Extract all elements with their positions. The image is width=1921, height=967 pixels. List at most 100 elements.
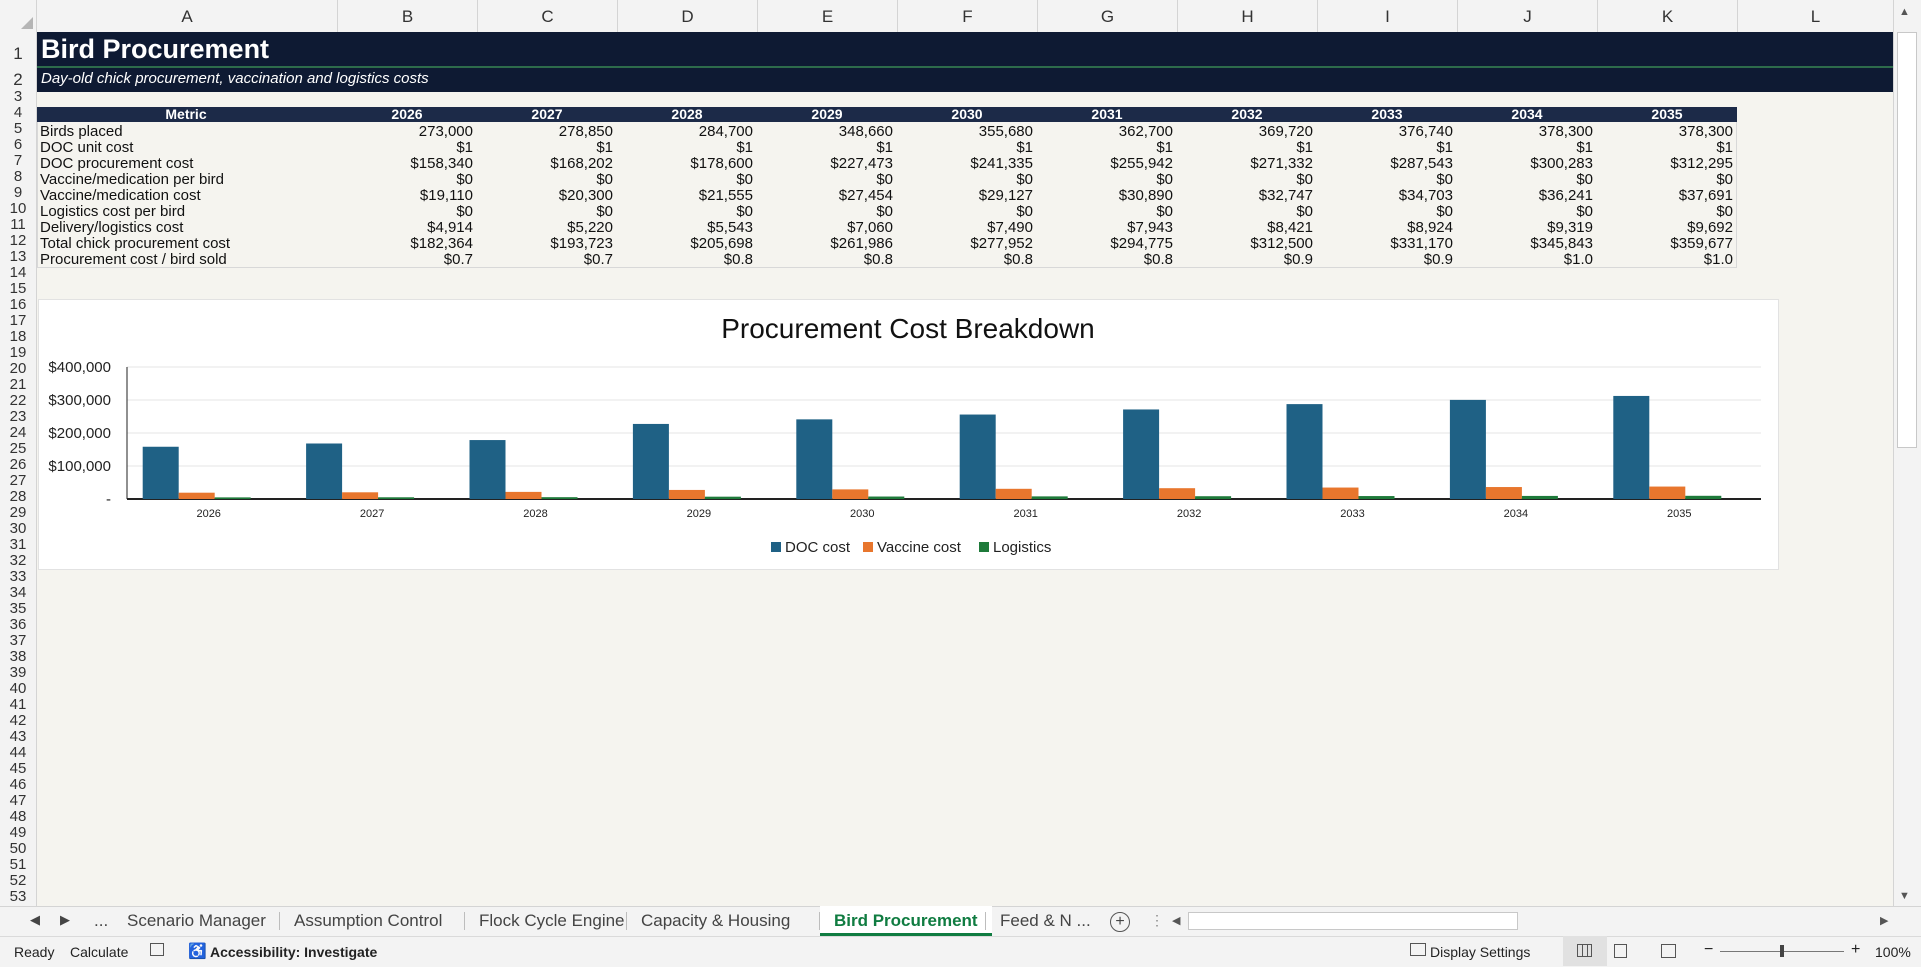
sheet-tab[interactable]: Capacity & Housing [641,911,791,930]
row-header-13[interactable]: 13 [9,248,27,265]
row-header-31[interactable]: 31 [9,536,27,553]
row-header-35[interactable]: 35 [9,600,27,617]
row-header-26[interactable]: 26 [9,456,27,473]
add-sheet-icon[interactable]: + [1110,912,1130,932]
select-all-corner[interactable] [0,0,37,32]
row-header-32[interactable]: 32 [9,552,27,569]
sheet-tab[interactable]: Feed & N ... [1000,911,1091,930]
zoom-out-button[interactable]: − [1704,941,1714,958]
row-header-52[interactable]: 52 [9,872,27,889]
row-header-1[interactable]: 1 [13,44,23,63]
row-header-39[interactable]: 39 [9,664,27,681]
row-header-50[interactable]: 50 [9,840,27,857]
vertical-scroll-thumb[interactable] [1897,32,1917,448]
zoom-slider-thumb[interactable] [1780,945,1784,957]
zoom-in-button[interactable]: + [1851,941,1861,958]
row-header-3[interactable]: 3 [13,88,23,105]
row-header-27[interactable]: 27 [9,472,27,489]
row-header-48[interactable]: 48 [9,808,27,825]
column-header-j[interactable]: J [1457,0,1597,32]
row-header-29[interactable]: 29 [9,504,27,521]
column-header-b[interactable]: B [337,0,477,32]
display-settings-button[interactable]: Display Settings [1430,944,1531,960]
page-layout-view-icon[interactable] [1614,944,1627,958]
row-header-41[interactable]: 41 [9,696,27,713]
row-header-30[interactable]: 30 [9,520,27,537]
normal-view-button[interactable] [1563,936,1607,966]
sheet-tab[interactable]: Assumption Control [294,911,443,930]
row-header-40[interactable]: 40 [9,680,27,697]
sheet-tab[interactable]: Bird Procurement [820,906,992,936]
page-break-view-icon[interactable] [1661,944,1676,958]
scroll-right-icon[interactable]: ▶ [1880,915,1889,927]
row-header-23[interactable]: 23 [9,408,27,425]
row-header-14[interactable]: 14 [9,264,27,281]
row-header-21[interactable]: 21 [9,376,27,393]
row-header-10[interactable]: 10 [9,200,27,217]
row-header-9[interactable]: 9 [13,184,23,201]
row-header-16[interactable]: 16 [9,296,27,313]
row-header-22[interactable]: 22 [9,392,27,409]
row-header-15[interactable]: 15 [9,280,27,297]
row-header-2[interactable]: 2 [13,70,23,89]
row-header-5[interactable]: 5 [13,120,23,137]
column-header-c[interactable]: C [477,0,617,32]
row-header-11[interactable]: 11 [10,216,26,233]
row-header-36[interactable]: 36 [9,616,27,633]
sheet-tab[interactable]: Scenario Manager [127,911,266,930]
row-header-12[interactable]: 12 [9,232,27,249]
row-header-28[interactable]: 28 [9,488,27,505]
row-header-45[interactable]: 45 [9,760,27,777]
zoom-level[interactable]: 100% [1875,944,1911,960]
tab-overflow-button[interactable]: ... [94,911,109,930]
row-header-49[interactable]: 49 [9,824,27,841]
procurement-chart[interactable]: Procurement Cost Breakdown $400,000 $300,0… [38,299,1779,570]
table-cell: $0 [736,171,753,188]
tab-prev-icon[interactable]: ◀ [30,912,40,927]
row-header-8[interactable]: 8 [13,168,23,185]
row-header-46[interactable]: 46 [9,776,27,793]
tab-next-icon[interactable]: ▶ [60,912,70,927]
accessibility-status[interactable]: Accessibility: Investigate [210,944,378,960]
row-header-43[interactable]: 43 [9,728,27,745]
column-header-l[interactable]: L [1737,0,1893,32]
row-header-18[interactable]: 18 [9,328,27,345]
column-header-h[interactable]: H [1177,0,1317,32]
column-header-g[interactable]: G [1037,0,1177,32]
row-header-7[interactable]: 7 [13,152,23,169]
row-header-19[interactable]: 19 [9,344,27,361]
table-header-2030: 2030 [951,106,983,122]
table-cell: $1 [456,139,473,156]
row-header-38[interactable]: 38 [9,648,27,665]
row-header-24[interactable]: 24 [9,424,27,441]
row-header-44[interactable]: 44 [9,744,27,761]
scroll-down-icon[interactable]: ▼ [1899,890,1910,902]
workbook-stats-icon[interactable] [150,943,164,956]
row-header-42[interactable]: 42 [9,712,27,729]
table-cell: 273,000 [418,123,473,140]
scroll-up-icon[interactable]: ▲ [1899,6,1910,18]
row-header-20[interactable]: 20 [9,360,27,377]
column-header-i[interactable]: I [1317,0,1457,32]
row-header-25[interactable]: 25 [9,440,27,457]
column-header-e[interactable]: E [757,0,897,32]
row-header-34[interactable]: 34 [9,584,27,601]
scroll-left-icon[interactable]: ◀ [1172,915,1181,927]
row-header-17[interactable]: 17 [9,312,27,329]
horizontal-scroll-thumb[interactable] [1188,912,1518,930]
tab-split-handle-icon[interactable]: ⋮ [1150,912,1164,928]
row-header-4[interactable]: 4 [13,104,23,121]
row-header-33[interactable]: 33 [9,568,27,585]
row-header-51[interactable]: 51 [9,856,27,873]
calculate-button[interactable]: Calculate [70,944,129,960]
row-header-47[interactable]: 47 [9,792,27,809]
column-header-k[interactable]: K [1597,0,1737,32]
row-header-53[interactable]: 53 [9,888,27,905]
tab-separator [819,912,820,930]
row-header-37[interactable]: 37 [9,632,27,649]
row-header-6[interactable]: 6 [13,136,23,153]
column-header-a[interactable]: A [36,0,337,32]
column-header-d[interactable]: D [617,0,757,32]
column-header-f[interactable]: F [897,0,1037,32]
sheet-tab[interactable]: Flock Cycle Engine [479,911,625,930]
